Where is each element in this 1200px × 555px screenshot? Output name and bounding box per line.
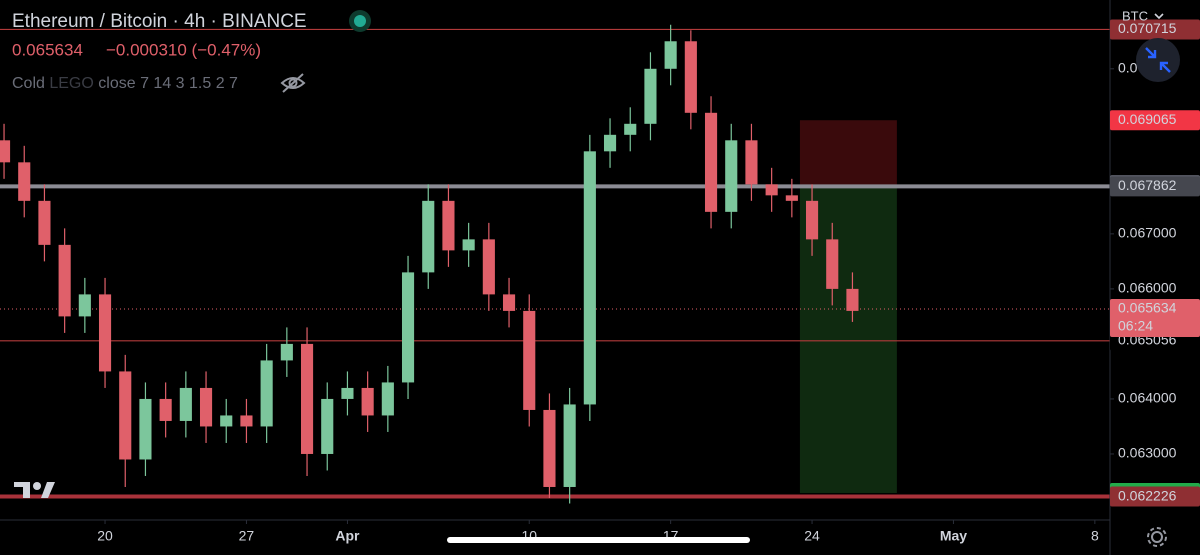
candle-body — [664, 41, 677, 69]
stop-zone — [799, 120, 897, 186]
candle-body — [199, 387, 213, 427]
candle-body — [745, 140, 758, 185]
price-label: 0.067862 — [1118, 177, 1177, 193]
indicator-faint: LEGO — [49, 75, 93, 92]
candle-body — [139, 398, 152, 460]
indicator-params: close 7 14 3 1.5 2 7 — [98, 75, 238, 92]
candle-body — [401, 272, 415, 383]
hide-icon[interactable] — [280, 73, 306, 93]
candle-body — [523, 310, 536, 410]
candle-body — [826, 239, 839, 289]
candle-body — [179, 387, 192, 421]
candle-body — [644, 68, 657, 124]
current-price-label: 0.065634 — [1118, 300, 1177, 316]
home-indicator — [447, 537, 750, 543]
candle-body — [18, 162, 31, 201]
tv-logo — [14, 482, 55, 498]
y-tick-label: 0.067000 — [1118, 225, 1177, 241]
collapse-icon[interactable] — [1145, 47, 1171, 73]
candle-body — [704, 112, 718, 212]
candle-body — [603, 134, 617, 152]
price-label: 0.069065 — [1118, 111, 1177, 127]
candle-body — [684, 41, 697, 113]
settings-icon[interactable] — [1147, 527, 1167, 547]
candle-body — [119, 371, 132, 460]
x-tick-label: May — [940, 528, 967, 544]
candle-body — [563, 404, 576, 487]
candle-body — [58, 244, 71, 317]
candle-body — [159, 398, 172, 421]
candle-body — [78, 294, 91, 317]
current-price-bg — [1110, 299, 1200, 338]
y-tick-label: 0.064000 — [1118, 390, 1177, 406]
candle-body — [38, 200, 51, 245]
x-tick-label: 8 — [1091, 528, 1099, 544]
x-tick-label: 24 — [804, 528, 820, 544]
candle-body — [624, 123, 637, 135]
candle-body — [725, 140, 738, 212]
candle-body — [583, 151, 596, 405]
price-label-bg — [1110, 176, 1200, 197]
symbol-title: Ethereum / Bitcoin · 4h · BINANCE — [12, 11, 307, 32]
price-label-bg — [1110, 110, 1200, 131]
price-change: −0.000310 (−0.47%) — [106, 40, 261, 59]
candle-body — [482, 239, 495, 295]
x-tick-label: 20 — [97, 528, 113, 544]
countdown: 06:24 — [1118, 318, 1153, 334]
price-label: 0.070715 — [1118, 20, 1177, 36]
collapse-button[interactable] — [1136, 38, 1180, 82]
candle-body — [280, 343, 293, 361]
candle-body — [765, 184, 778, 196]
axes: 0.0700000.0670000.0660000.0640000.063000… — [97, 19, 1200, 544]
y-tick-label: 0.063000 — [1118, 445, 1177, 461]
candle-body — [0, 140, 11, 163]
candle-body — [462, 239, 475, 251]
currency-select[interactable]: BTC — [1122, 8, 1148, 23]
candle-body — [442, 200, 455, 251]
candle-body — [846, 288, 859, 311]
price-axis-bg — [1110, 0, 1200, 555]
currency-chevron[interactable] — [1154, 13, 1164, 20]
price-label-bg — [1110, 486, 1200, 507]
candle-body — [361, 387, 374, 416]
candle-body — [422, 200, 435, 273]
last-price: 0.065634 — [12, 40, 83, 59]
collapse-bg[interactable] — [1136, 38, 1180, 82]
candle-body — [805, 200, 819, 240]
candle-body — [300, 343, 314, 454]
candle-body — [220, 415, 233, 427]
plot-area — [0, 24, 1110, 504]
candle-body — [260, 360, 273, 427]
candle-body — [785, 195, 798, 201]
candle-body — [321, 398, 334, 454]
candle-body — [341, 387, 354, 399]
status-dot — [354, 15, 366, 27]
price-label-bg — [1110, 19, 1200, 40]
y-tick-label: 0.066000 — [1118, 280, 1177, 296]
price-label: 0.062226 — [1118, 487, 1177, 503]
indicator-name: Cold LEGO close 7 14 3 1.5 2 7 — [12, 75, 238, 92]
x-tick-label: Apr — [335, 528, 360, 544]
candle-body — [543, 409, 556, 487]
x-tick-label: 27 — [239, 528, 255, 544]
candle-body — [98, 294, 112, 372]
candle-body — [381, 382, 394, 416]
candle-body — [240, 415, 253, 427]
candle-body — [502, 294, 516, 311]
indicator: Cold — [12, 75, 45, 92]
